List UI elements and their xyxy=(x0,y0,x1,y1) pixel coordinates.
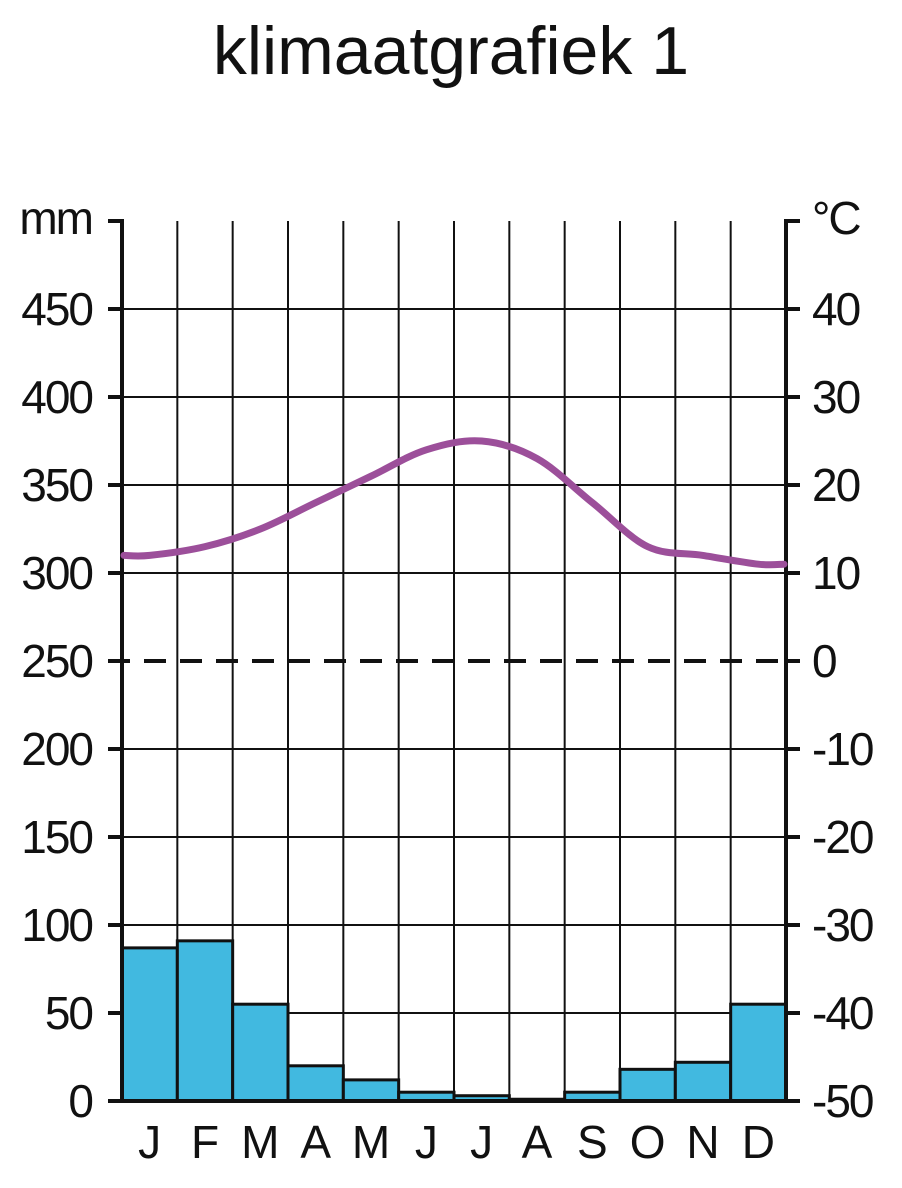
temperature-tick-label: -10 xyxy=(812,723,873,775)
precipitation-tick-label: 100 xyxy=(21,899,92,951)
temperature-tick-label: 40 xyxy=(812,283,860,335)
precipitation-bar xyxy=(120,946,179,1103)
temperature-unit-label: °C xyxy=(812,192,860,244)
precipitation-bar xyxy=(231,1002,290,1103)
month-label: F xyxy=(191,1116,219,1168)
precipitation-tick-label: 450 xyxy=(21,283,92,335)
precipitation-axis: mm 0 50 100 150 200 250 300 350 400 450 xyxy=(19,192,122,1127)
temperature-tick-label: 10 xyxy=(812,547,860,599)
precipitation-bar xyxy=(341,1078,401,1103)
temperature-tick-label: -20 xyxy=(812,811,873,863)
precipitation-bar xyxy=(673,1060,733,1103)
precipitation-tick-label: 350 xyxy=(21,459,92,511)
temperature-tick-label: 30 xyxy=(812,371,860,423)
month-label: D xyxy=(742,1116,775,1168)
precipitation-tick-label: 300 xyxy=(21,547,92,599)
precipitation-unit-label: mm xyxy=(19,192,92,244)
temperature-line xyxy=(120,437,788,569)
temperature-tick-label: 20 xyxy=(812,459,860,511)
month-label: O xyxy=(630,1116,666,1168)
precipitation-bar xyxy=(286,1064,345,1103)
month-label: J xyxy=(415,1116,438,1168)
chart-title: klimaatgrafiek 1 xyxy=(212,13,690,89)
month-label: N xyxy=(686,1116,719,1168)
precipitation-bar xyxy=(175,939,235,1103)
precipitation-bar xyxy=(618,1067,677,1103)
month-label: S xyxy=(577,1116,608,1168)
month-label: A xyxy=(300,1116,331,1168)
precipitation-bars xyxy=(120,939,788,1103)
month-label: M xyxy=(352,1116,390,1168)
temperature-tick-label: -30 xyxy=(812,899,873,951)
month-label: A xyxy=(522,1116,553,1168)
grid-lines xyxy=(108,221,800,1101)
month-label: J xyxy=(470,1116,493,1168)
temperature-axis: °C -50 -40 -30 -20 -10 0 10 20 30 40 xyxy=(786,192,875,1127)
precipitation-bar xyxy=(729,1002,788,1103)
month-label: M xyxy=(241,1116,279,1168)
precipitation-tick-label: 400 xyxy=(21,371,92,423)
temperature-tick-label: -50 xyxy=(812,1075,873,1127)
precipitation-tick-label: 150 xyxy=(21,811,92,863)
precipitation-tick-label: 0 xyxy=(68,1075,92,1127)
temperature-tick-label: -40 xyxy=(812,987,873,1039)
temperature-tick-label: 0 xyxy=(812,635,836,687)
precipitation-tick-label: 200 xyxy=(21,723,92,775)
month-label: J xyxy=(138,1116,161,1168)
temperature-curve xyxy=(120,437,788,569)
precipitation-tick-label: 250 xyxy=(21,635,92,687)
precipitation-tick-label: 50 xyxy=(45,987,93,1039)
